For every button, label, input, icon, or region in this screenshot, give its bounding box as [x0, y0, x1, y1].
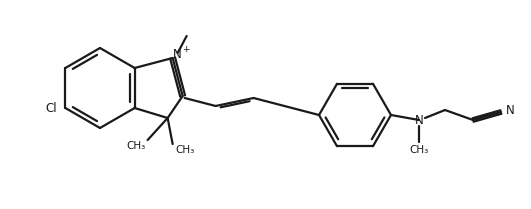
Text: +: + — [182, 45, 190, 54]
Text: CH₃: CH₃ — [175, 145, 194, 155]
Text: Cl: Cl — [46, 102, 57, 115]
Text: CH₃: CH₃ — [126, 141, 145, 151]
Text: N: N — [506, 103, 515, 116]
Text: N: N — [415, 113, 423, 126]
Text: N: N — [173, 48, 182, 61]
Text: CH₃: CH₃ — [409, 145, 429, 155]
